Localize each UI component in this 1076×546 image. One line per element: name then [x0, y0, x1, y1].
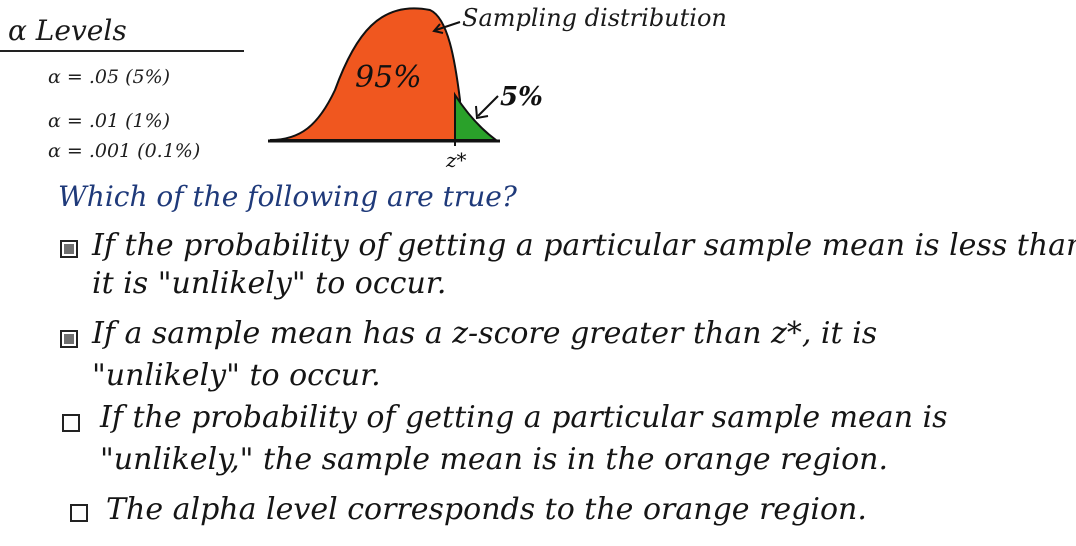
option-3-checkbox[interactable]: [62, 414, 80, 432]
option-2-checkbox[interactable]: [60, 330, 78, 348]
option-4-checkbox[interactable]: [70, 504, 88, 522]
option-1-line-2: it is "unlikely" to occur.: [92, 266, 447, 301]
alpha-level-001: α = .001 (0.1%): [48, 140, 201, 162]
option-3-line-2: "unlikely," the sample mean is in the or…: [100, 442, 888, 477]
label-arrow-head: [432, 23, 444, 34]
option-2-line-1: If a sample mean has a z-score greater t…: [92, 316, 878, 351]
alpha-level-05: α = .05 (5%): [48, 66, 171, 88]
critical-z-label: z*: [446, 148, 467, 172]
tail-region: [454, 91, 500, 141]
main-region: [269, 7, 461, 141]
option-3-line-1: If the probability of getting a particul…: [100, 400, 948, 435]
tail-arrow-head: [475, 105, 489, 120]
main-region-label: 95%: [355, 60, 422, 95]
tail-arrow: [477, 95, 499, 117]
tail-region-label: 5%: [500, 82, 543, 112]
question-heading: Which of the following are true?: [58, 180, 517, 213]
sampling-distribution-label: Sampling distribution: [462, 4, 727, 32]
option-4-line-1: The alpha level corresponds to the orang…: [106, 492, 867, 527]
label-arrow: [435, 21, 461, 31]
option-2-line-2: "unlikely" to occur.: [92, 358, 381, 393]
option-1-checkbox[interactable]: [60, 240, 78, 258]
alpha-levels-title: α Levels: [8, 14, 127, 47]
alpha-title-underline: [0, 50, 244, 52]
option-1-line-1: If the probability of getting a particul…: [92, 228, 1076, 263]
alpha-level-01: α = .01 (1%): [48, 110, 171, 132]
